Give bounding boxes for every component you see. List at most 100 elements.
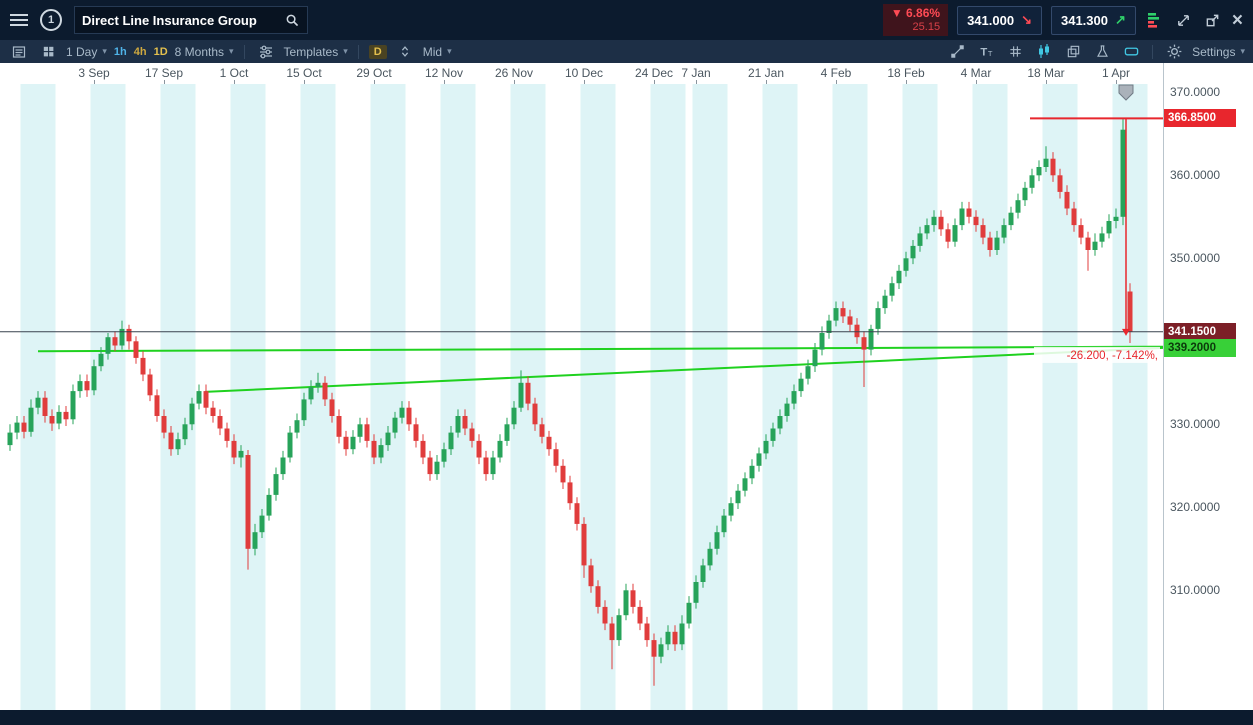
candle-body [917, 233, 923, 246]
week-stripe [972, 84, 1008, 710]
candle-body [1050, 158, 1056, 176]
candle-body [427, 457, 433, 475]
candlestick-style-icon[interactable] [1033, 42, 1055, 62]
trendline-drawing[interactable] [204, 346, 1163, 393]
news-panel-icon[interactable] [8, 42, 30, 62]
current-price-tag[interactable]: 341.1500 [1164, 322, 1236, 341]
candle-body [462, 416, 468, 429]
x-axis-tick [444, 80, 445, 84]
candle-body [168, 432, 174, 450]
y-axis[interactable]: 370.0000 360.0000 350.0000 330.0000 320.0000… [1163, 63, 1253, 710]
candle-body [588, 565, 594, 587]
y-axis-label: 320.0000 [1170, 500, 1221, 515]
candle-body [420, 440, 426, 458]
candlestick-chart[interactable]: -26.200, -7.142%, [0, 84, 1163, 710]
candle-body [714, 532, 720, 549]
candle-body [217, 416, 223, 429]
compare-windows-icon[interactable] [1062, 42, 1084, 62]
drawing-handle[interactable] [1118, 84, 1134, 101]
price-type-dropdown[interactable]: Mid ▾ [422, 44, 452, 59]
instrument-info-icon[interactable]: 1 [40, 9, 62, 31]
candle-body [49, 416, 55, 424]
expand-icon[interactable] [1174, 10, 1194, 30]
x-axis-label: 18 Mar [1027, 66, 1065, 80]
candle-body [525, 382, 531, 404]
candle-body [945, 229, 951, 242]
measure-label: -26.200, -7.142%, [1067, 350, 1158, 362]
candle-body [476, 440, 482, 458]
candle-body [651, 640, 657, 657]
candle-body [889, 283, 895, 296]
candle-body [1092, 241, 1098, 250]
candle-body [938, 216, 944, 230]
candle-body [644, 623, 650, 641]
timeframe-dropdown[interactable]: 1 Day ▾ [66, 44, 107, 59]
trendline-price-tag[interactable]: 339.2000 [1164, 338, 1236, 357]
candle-body [616, 615, 622, 641]
candle-body [966, 208, 972, 217]
candle-body [350, 436, 356, 450]
svg-text:T: T [980, 46, 987, 58]
candle-body [385, 432, 391, 446]
candle-body [448, 432, 454, 450]
candle-body [140, 357, 146, 375]
buy-price-button[interactable]: 341.300 ↗ [1050, 5, 1136, 35]
buy-trend-arrow-icon: ↗ [1114, 12, 1126, 27]
close-icon[interactable]: × [1231, 9, 1243, 31]
candle-body [133, 341, 139, 358]
flask-indicators-icon[interactable] [1091, 42, 1113, 62]
candle-body [1029, 175, 1035, 188]
chart-toolbar: 1 Day ▾ 1h 4h 1D 8 Months ▾ Templates ▾ D [0, 40, 1253, 63]
popout-icon[interactable] [1203, 10, 1223, 30]
candle-body [700, 565, 706, 582]
candle-body [840, 308, 846, 317]
sell-price-button[interactable]: 341.000 ↘ [957, 5, 1042, 35]
market-depth-icon[interactable] [1145, 10, 1165, 30]
menu-icon[interactable] [10, 14, 28, 26]
trendline-drawing[interactable] [37, 345, 1163, 353]
range-dropdown[interactable]: 8 Months ▾ [174, 44, 234, 59]
quick-period-4h[interactable]: 4h [133, 45, 147, 58]
candle-period-badge[interactable]: D [368, 44, 387, 59]
layout-grid-icon[interactable] [37, 42, 59, 62]
candle-body [1057, 175, 1063, 192]
x-axis-label: 7 Jan [681, 66, 711, 80]
candle-body [1043, 158, 1049, 167]
candle-body [154, 395, 160, 416]
instrument-search[interactable]: Direct Line Insurance Group [74, 6, 308, 34]
candle-body [287, 432, 293, 458]
quick-period-1d[interactable]: 1D [153, 45, 168, 58]
candle-body [910, 245, 916, 259]
templates-dropdown[interactable]: Templates ▾ [283, 44, 348, 59]
candle-body [763, 440, 769, 454]
week-stripe [692, 84, 728, 710]
sell-trend-arrow-icon: ↘ [1021, 12, 1032, 27]
candle-body [196, 391, 202, 404]
measure-label-bg [1034, 346, 1160, 363]
rectangle-tool-icon[interactable] [1120, 42, 1142, 62]
x-axis[interactable]: 3 Sep 17 Sep 1 Oct 15 Oct 29 Oct 12 Nov 26 Nov… [0, 63, 1163, 84]
quick-period-1h[interactable]: 1h [113, 45, 127, 58]
candle-body [770, 428, 776, 441]
text-tool-icon[interactable]: T T [975, 42, 997, 62]
candle-body [532, 403, 538, 425]
settings-dropdown[interactable]: Settings ▾ [1192, 44, 1245, 59]
candle-body [756, 453, 762, 466]
svg-text:T: T [988, 49, 993, 58]
candle-body [497, 440, 503, 458]
trendline-tool-icon[interactable] [946, 42, 968, 62]
candle-body [658, 644, 664, 657]
x-axis-label: 1 Oct [219, 66, 249, 80]
candle-body [315, 382, 321, 387]
candle-body [364, 424, 370, 441]
resistance-price-tag[interactable]: 366.8500 [1164, 109, 1236, 128]
x-axis-tick [906, 80, 907, 84]
x-axis-label: 12 Nov [424, 66, 464, 80]
candle-body [805, 366, 811, 379]
x-axis-label: 1 Apr [1101, 66, 1131, 80]
candle-body [903, 258, 909, 271]
grid-icon[interactable] [1004, 42, 1026, 62]
x-axis-tick [654, 80, 655, 84]
candle-body [1015, 200, 1021, 213]
candle-body [742, 478, 748, 491]
